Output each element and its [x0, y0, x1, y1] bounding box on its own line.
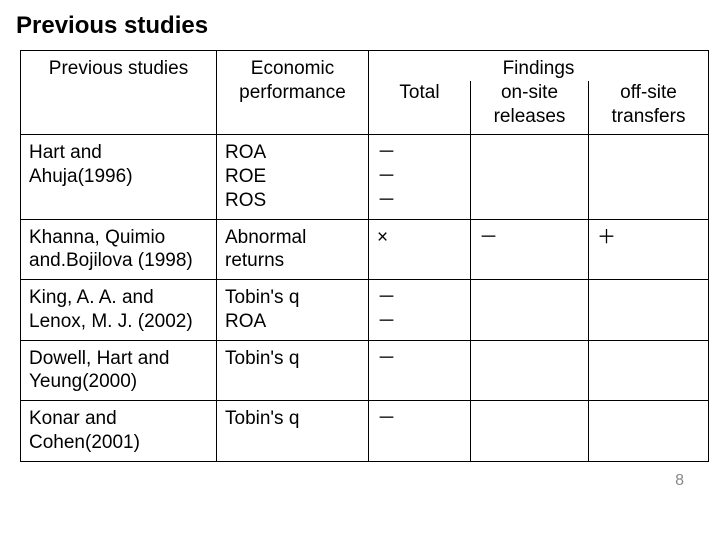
hdr-onsite: on-site releases — [471, 81, 589, 135]
cell-total: － — [369, 401, 471, 462]
cell-total: －－ — [369, 280, 471, 341]
table-row: Khanna, Quimio and.Bojilova (1998) Abnor… — [21, 219, 709, 280]
hdr-offsite: off-site transfers — [589, 81, 709, 135]
studies-table: Previous studies Economic performance Fi… — [20, 50, 709, 462]
cell-study: Konar and Cohen(2001) — [21, 401, 217, 462]
cell-study: King, A. A. and Lenox, M. J. (2002) — [21, 280, 217, 341]
cell-offsite — [589, 135, 709, 219]
cell-offsite — [589, 280, 709, 341]
cell-offsite — [589, 340, 709, 401]
hdr-total: Total — [369, 81, 471, 135]
cell-offsite: ＋ — [589, 219, 709, 280]
table-header-row-top: Previous studies Economic performance Fi… — [21, 51, 709, 81]
cell-onsite — [471, 340, 589, 401]
hdr-econ: Economic performance — [217, 51, 369, 135]
cell-onsite: － — [471, 219, 589, 280]
table-row: Hart and Ahuja(1996) ROAROEROS －－－ — [21, 135, 709, 219]
cell-perf: Tobin's q — [217, 340, 369, 401]
table-row: Konar and Cohen(2001) Tobin's q － — [21, 401, 709, 462]
cell-perf: Tobin's q — [217, 401, 369, 462]
cell-onsite — [471, 280, 589, 341]
cell-perf: Abnormal returns — [217, 219, 369, 280]
hdr-findings: Findings — [369, 51, 709, 81]
cell-study: Dowell, Hart and Yeung(2000) — [21, 340, 217, 401]
table-row: Dowell, Hart and Yeung(2000) Tobin's q － — [21, 340, 709, 401]
cell-perf: ROAROEROS — [217, 135, 369, 219]
cell-perf: Tobin's qROA — [217, 280, 369, 341]
cell-total: －－－ — [369, 135, 471, 219]
cell-study: Hart and Ahuja(1996) — [21, 135, 217, 219]
hdr-studies: Previous studies — [21, 51, 217, 135]
page-root: Previous studies Previous studies Econom… — [0, 0, 720, 540]
cell-offsite — [589, 401, 709, 462]
cell-onsite — [471, 401, 589, 462]
page-title: Previous studies — [16, 12, 704, 40]
page-number: 8 — [675, 472, 684, 490]
cell-total: × — [369, 219, 471, 280]
table-row: King, A. A. and Lenox, M. J. (2002) Tobi… — [21, 280, 709, 341]
cell-total: － — [369, 340, 471, 401]
cell-onsite — [471, 135, 589, 219]
cell-study: Khanna, Quimio and.Bojilova (1998) — [21, 219, 217, 280]
